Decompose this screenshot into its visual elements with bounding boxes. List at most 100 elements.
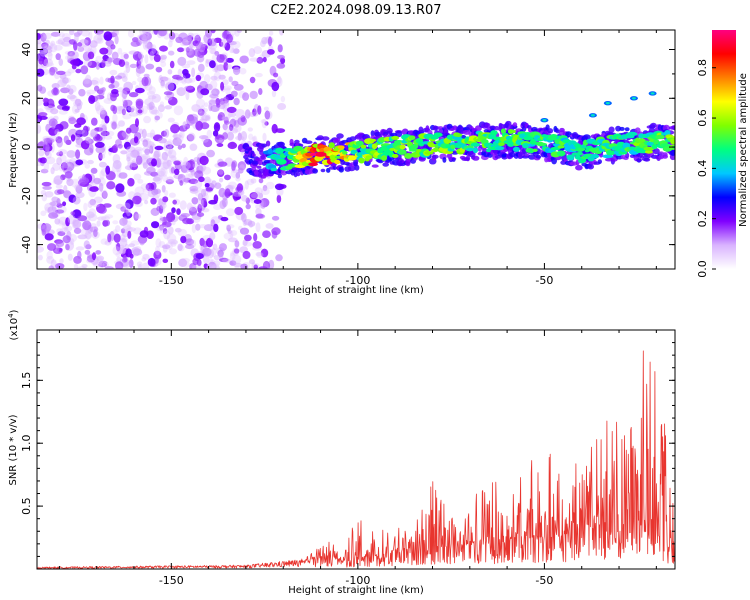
- heatmap-cell: [44, 148, 50, 156]
- heatmap-cell: [164, 129, 170, 138]
- spectrogram-y-tick-label: -20: [20, 187, 33, 205]
- heatmap-cell: [500, 128, 506, 134]
- heatmap-cell: [123, 134, 129, 140]
- heatmap-cell: [204, 176, 211, 185]
- heatmap-cell: [213, 194, 219, 203]
- heatmap-cell: [151, 44, 157, 54]
- heatmap-cell: [557, 145, 565, 149]
- heatmap-cell: [75, 191, 85, 199]
- heatmap-cell: [127, 230, 132, 239]
- heatmap-cell: [97, 216, 107, 221]
- heatmap-cell: [209, 38, 217, 47]
- heatmap-cell: [37, 84, 43, 92]
- heatmap-cell: [67, 214, 76, 225]
- snr-y-label: SNR (10 * v/v): [8, 414, 19, 485]
- heatmap-cell: [255, 72, 263, 78]
- heatmap-cell: [72, 54, 77, 59]
- heatmap-cell: [205, 58, 210, 68]
- heatmap-cell: [125, 199, 134, 210]
- heatmap-cell: [180, 257, 190, 263]
- heatmap-cell: [173, 160, 181, 166]
- heatmap-cell: [576, 151, 583, 156]
- heatmap-cell: [167, 149, 177, 159]
- heatmap-cell: [100, 108, 106, 115]
- heatmap-cell: [321, 136, 330, 141]
- snr-y-tick-label: 1.0: [20, 434, 33, 452]
- heatmap-cell: [213, 71, 222, 82]
- heatmap-cell: [182, 217, 192, 225]
- heatmap-cell: [206, 129, 212, 139]
- heatmap-cell: [294, 139, 300, 144]
- heatmap-cell: [61, 160, 71, 169]
- heatmap-cell: [190, 169, 196, 176]
- heatmap-cell: [223, 116, 229, 124]
- heatmap-cell: [94, 85, 100, 92]
- snr-panel: -150 -100 -50 0.5 1.0 1.5 Height of straight…: [7, 309, 676, 596]
- heatmap-cell: [55, 123, 64, 132]
- heatmap-cell: [159, 101, 165, 107]
- heatmap-cell: [199, 111, 207, 117]
- heatmap-cell: [124, 61, 130, 69]
- heatmap-cell: [41, 229, 46, 236]
- heatmap-cell: [252, 241, 262, 249]
- heatmap-cell: [179, 200, 187, 210]
- heatmap-cell: [45, 156, 56, 165]
- heatmap-cell: [76, 103, 82, 110]
- heatmap-cell: [662, 152, 668, 157]
- heatmap-cell: [537, 142, 548, 147]
- heatmap-cell: [68, 84, 77, 93]
- heatmap-cell: [111, 51, 119, 60]
- heatmap-cell: [399, 144, 406, 150]
- heatmap-cell: [415, 153, 421, 157]
- heatmap-cell: [104, 266, 114, 269]
- heatmap-cell: [276, 63, 286, 69]
- heatmap-cell: [98, 87, 105, 97]
- heatmap-cell: [597, 159, 602, 164]
- heatmap-cell: [490, 130, 498, 136]
- heatmap-cell: [186, 202, 193, 211]
- heatmap-cell: [619, 126, 625, 131]
- heatmap-cell: [142, 40, 148, 50]
- heatmap-cell: [119, 238, 128, 248]
- heatmap-cell: [218, 137, 223, 143]
- heatmap-cell: [277, 174, 283, 179]
- spectrogram-x-tick-label: -150: [159, 274, 184, 287]
- heatmap-cell: [49, 201, 56, 207]
- heatmap-cell: [304, 140, 313, 144]
- heatmap-cell: [220, 81, 225, 91]
- heatmap-cell: [217, 169, 224, 175]
- heatmap-cell: [236, 30, 242, 33]
- heatmap-cell: [235, 135, 245, 141]
- heatmap-cell: [149, 50, 154, 61]
- heatmap-cell: [433, 132, 443, 137]
- heatmap-cell: [42, 185, 52, 190]
- heatmap-cell: [141, 105, 148, 115]
- heatmap-cell: [229, 44, 234, 54]
- heatmap-cell: [155, 238, 162, 248]
- heatmap-cell: [559, 127, 565, 133]
- heatmap-cell: [265, 181, 275, 190]
- heatmap-cell: [244, 180, 249, 190]
- heatmap-cell: [114, 35, 119, 45]
- heatmap-cell: [264, 110, 271, 120]
- heatmap-cell: [69, 50, 79, 60]
- heatmap-cell: [209, 79, 218, 90]
- heatmap-cell: [177, 145, 183, 150]
- heatmap-cell: [98, 260, 108, 265]
- heatmap-cell: [235, 176, 241, 182]
- heatmap-cell: [211, 247, 217, 258]
- heatmap-cell: [338, 166, 344, 173]
- heatmap-cell: [202, 255, 210, 264]
- heatmap-cell: [235, 108, 245, 119]
- heatmap-cell: [326, 167, 331, 173]
- heatmap-cell: [256, 252, 264, 258]
- heatmap-cell: [590, 153, 600, 159]
- heatmap-cell: [87, 51, 95, 60]
- heatmap-cell: [149, 145, 154, 154]
- heatmap-cell: [111, 121, 117, 130]
- heatmap-cell: [470, 142, 481, 147]
- heatmap-cell: [637, 138, 646, 143]
- colorbar-ticks: 0.0 0.2 0.4 0.6 0.8: [696, 59, 716, 278]
- heatmap-cell: [130, 149, 140, 158]
- heatmap-cell: [636, 158, 642, 163]
